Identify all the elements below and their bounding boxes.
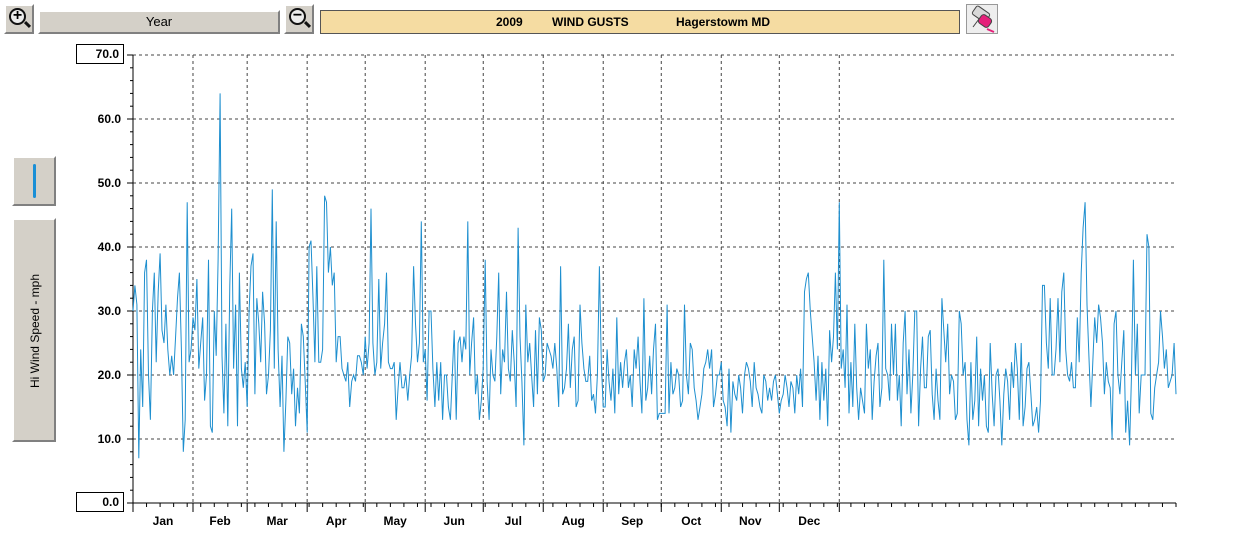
- month-label-mar: Mar: [266, 514, 288, 528]
- month-label-apr: Apr: [326, 514, 347, 528]
- line-style-button[interactable]: [12, 156, 56, 206]
- month-label-oct: Oct: [681, 514, 701, 528]
- zoom-out-symbol: −: [292, 7, 303, 24]
- month-label-sep: Sep: [621, 514, 643, 528]
- y-tick-label: 40.0: [98, 240, 122, 254]
- wind-gust-series-line: [132, 93, 1177, 459]
- zoom-out-button[interactable]: −: [284, 4, 314, 34]
- title-location: Hagerstowm MD: [676, 15, 771, 29]
- month-label-dec: Dec: [798, 514, 820, 528]
- y-tick-label: 10.0: [98, 432, 122, 446]
- chart-title-bar: 2009 WIND GUSTS Hagerstowm MD: [320, 10, 960, 34]
- y-tick-label: 20.0: [98, 368, 122, 382]
- erase-button[interactable]: [966, 4, 998, 34]
- month-label-aug: Aug: [562, 514, 585, 528]
- month-label-feb: Feb: [209, 514, 230, 528]
- line-style-icon: [33, 164, 36, 198]
- title-year: 2009: [496, 15, 523, 29]
- y-tick-label: 60.0: [98, 112, 122, 126]
- magnifier-plus-icon: +: [9, 7, 26, 25]
- month-label-jun: Jun: [444, 514, 465, 528]
- magnifier-minus-icon: −: [289, 7, 306, 25]
- y-axis-max-box[interactable]: 70.0: [76, 44, 124, 64]
- month-label-jan: Jan: [153, 514, 174, 528]
- title-metric: WIND GUSTS: [552, 15, 629, 29]
- zoom-in-button[interactable]: +: [4, 4, 34, 34]
- month-label-may: May: [384, 514, 408, 528]
- zoom-in-symbol: +: [12, 7, 23, 24]
- y-axis-min-box[interactable]: 0.0: [76, 492, 124, 512]
- period-button[interactable]: Year: [38, 10, 280, 34]
- y-axis-label-button[interactable]: Hi Wind Speed - mph: [12, 218, 56, 442]
- y-tick-label: 30.0: [98, 304, 122, 318]
- eraser-icon: [971, 5, 995, 33]
- month-label-jul: Jul: [505, 514, 522, 528]
- month-label-nov: Nov: [739, 514, 762, 528]
- y-tick-label: 50.0: [98, 176, 122, 190]
